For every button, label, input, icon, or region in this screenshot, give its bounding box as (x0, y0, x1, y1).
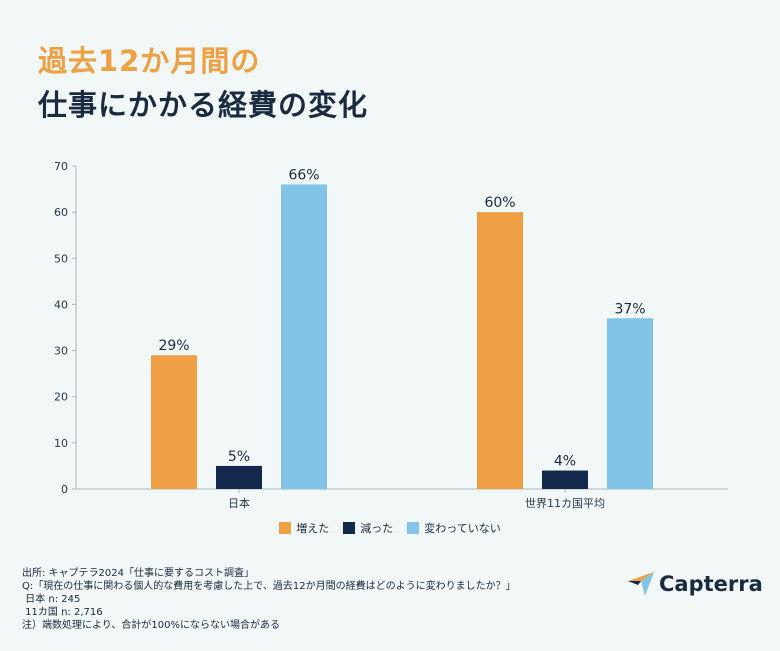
category-label: 世界11カ国平均 (525, 497, 605, 510)
legend-swatch-decreased (343, 522, 356, 534)
y-tick-label: 0 (61, 483, 68, 496)
y-tick-label: 70 (54, 160, 68, 173)
data-label: 4% (554, 454, 576, 470)
data-label: 5% (228, 449, 250, 465)
bar-unchanged (281, 184, 327, 489)
legend-swatch-increased (279, 522, 292, 534)
footer-n-japan: 日本 n: 245 (22, 594, 81, 605)
footer-source: 出所: キャプテラ2024「仕事に要するコスト調査」 (22, 568, 254, 579)
bar-increased (151, 355, 197, 489)
bar-unchanged (607, 318, 653, 489)
footer-n-11: 11カ国 n: 2,716 (22, 607, 103, 618)
capterra-logo: Capterra (628, 572, 763, 596)
y-tick-label: 50 (54, 252, 68, 265)
bar-increased (477, 212, 523, 489)
legend-label-unchanged: 変わっていない (424, 522, 501, 535)
bar-decreased (542, 470, 588, 489)
logo-text: Capterra (659, 572, 763, 596)
legend-label-increased: 増えた (296, 522, 330, 535)
data-label: 66% (288, 167, 319, 183)
bar-decreased (216, 465, 262, 489)
category-label: 日本 (228, 496, 250, 510)
y-tick-label: 20 (54, 391, 68, 404)
legend-item-decreased: 減った (343, 520, 393, 536)
footer-note: 注）端数処理により、合計が100%にならない場合がある (22, 620, 280, 631)
chart-title-line2: 仕事にかかる経費の変化 (38, 88, 369, 122)
data-label: 29% (158, 338, 189, 354)
capterra-arrow-icon (628, 572, 654, 596)
y-tick-label: 30 (54, 345, 68, 358)
chart-title-line1: 過去12か月間の (38, 44, 261, 78)
legend-item-increased: 増えた (279, 520, 329, 536)
data-label: 60% (484, 195, 515, 211)
chart-footer: 出所: キャプテラ2024「仕事に要するコスト調査」 Q:「現在の仕事に関わる個… (22, 567, 516, 632)
legend-swatch-unchanged (407, 522, 420, 534)
legend-item-unchanged: 変わっていない (407, 520, 501, 536)
y-tick-label: 40 (54, 298, 68, 311)
y-tick-label: 60 (54, 206, 68, 219)
footer-question: Q:「現在の仕事に関わる個人的な費用を考慮した上で、過去12か月間の経費はどのよ… (22, 581, 516, 592)
y-tick-label: 10 (54, 437, 68, 450)
data-label: 37% (614, 301, 645, 317)
legend-label-decreased: 減った (360, 522, 394, 535)
chart-legend: 増えた 減った 変わっていない (0, 520, 780, 536)
